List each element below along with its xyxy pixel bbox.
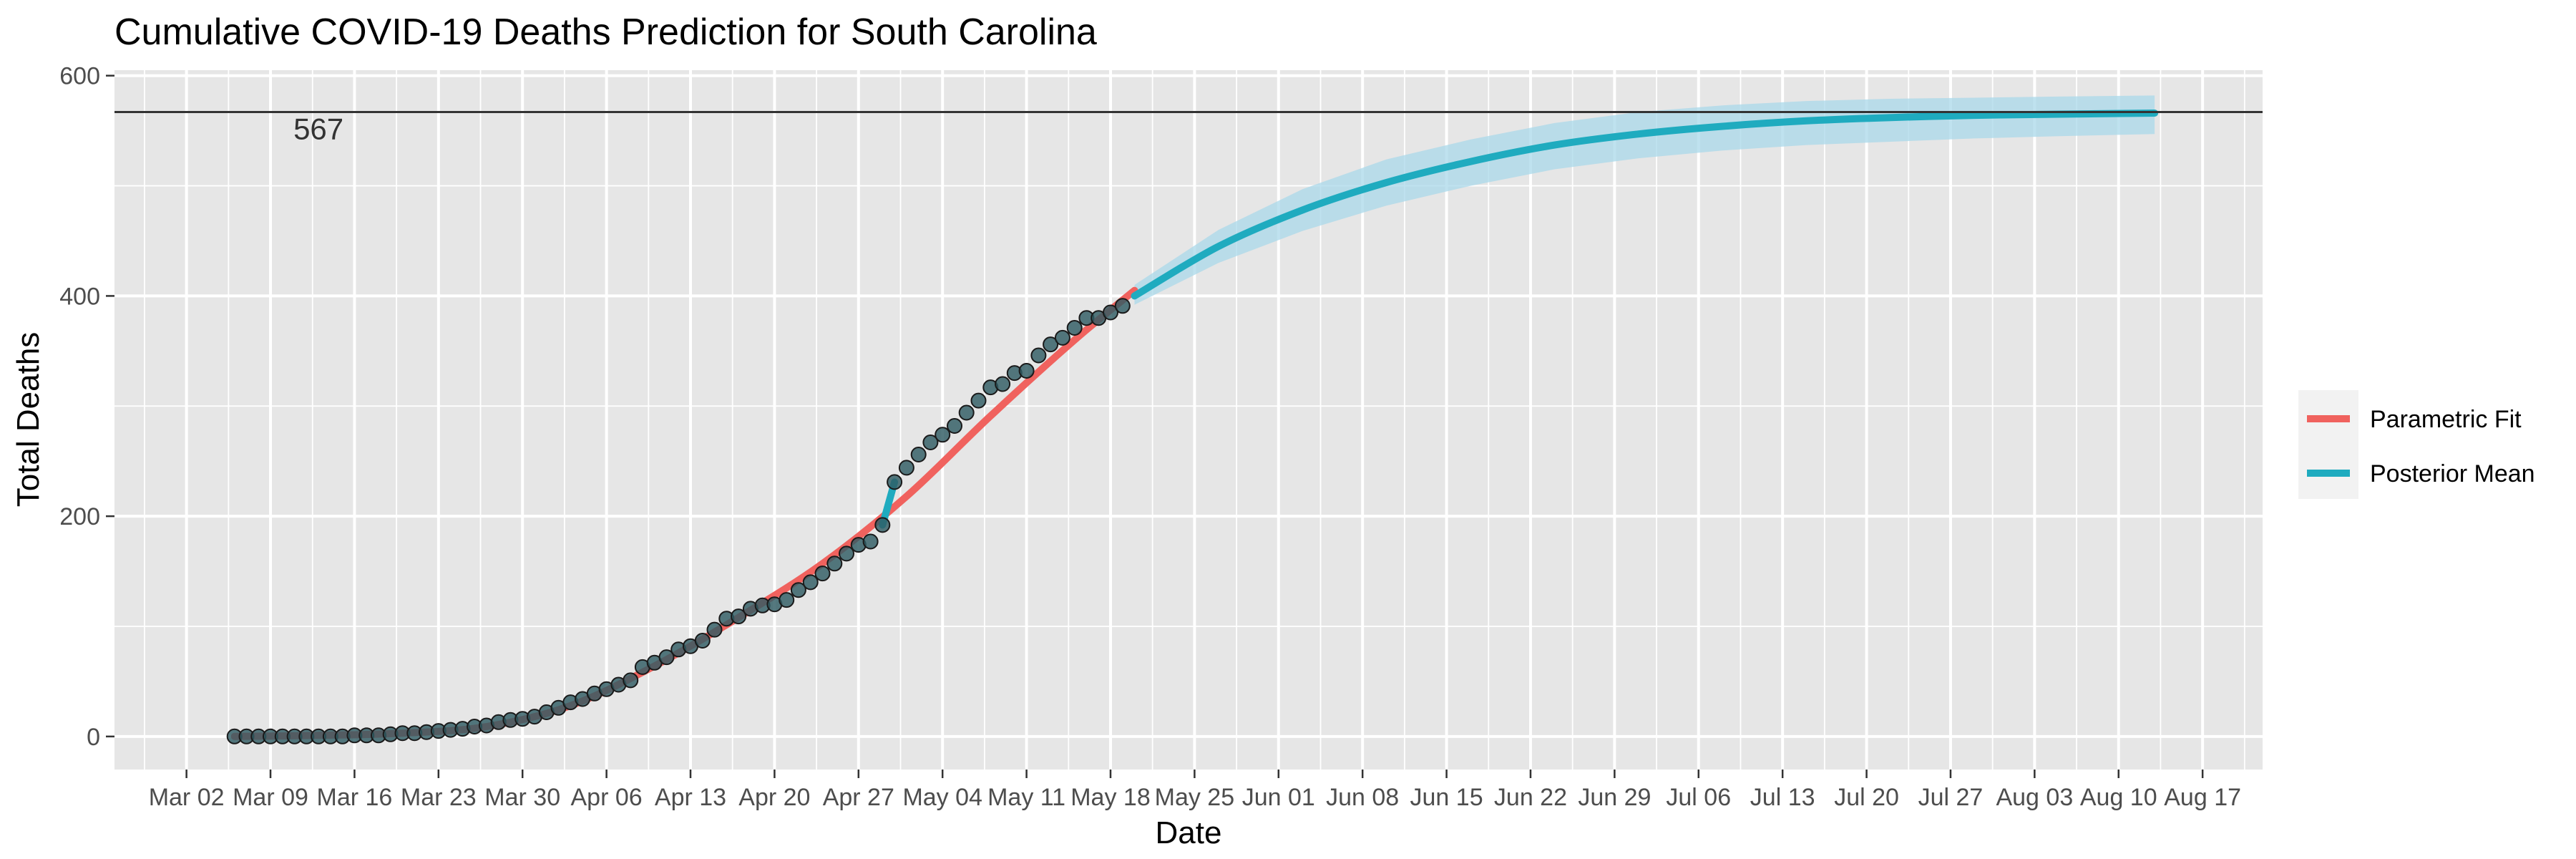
x-tick-label: Jun 08 [1326, 784, 1399, 811]
asymptote-layer: 567 [114, 110, 2263, 145]
legend-entry-label: Posterior Mean [2370, 460, 2535, 487]
observed-point [779, 592, 795, 608]
observed-point [995, 376, 1011, 392]
observed-point [694, 633, 711, 649]
legend-entry-label: Parametric Fit [2370, 406, 2522, 433]
observed-point [1054, 329, 1070, 346]
observed-point [623, 672, 639, 689]
x-tick-label: Aug 10 [2080, 784, 2157, 811]
x-tick-label: Jul 13 [1750, 784, 1815, 811]
x-tick-label: Aug 17 [2164, 784, 2241, 811]
observed-point [958, 404, 975, 421]
x-tick-label: Apr 20 [738, 784, 810, 811]
observed-point [1030, 347, 1047, 364]
x-tick-label: Mar 23 [401, 784, 477, 811]
observed-point [802, 574, 819, 591]
x-tick-label: Jul 27 [1918, 784, 1984, 811]
observed-point [887, 474, 903, 490]
observed-point [826, 555, 843, 572]
observed-point [1018, 363, 1035, 379]
chart-title: Cumulative COVID-19 Deaths Prediction fo… [114, 11, 1097, 53]
observed-point [862, 533, 879, 550]
observed-point [839, 545, 854, 562]
x-tick-label: Jun 29 [1578, 784, 1651, 811]
x-tick-label: Mar 30 [484, 784, 560, 811]
x-tick-label: Jul 06 [1666, 784, 1731, 811]
x-tick-label: Mar 09 [233, 784, 308, 811]
x-tick-label: Aug 03 [1996, 784, 2073, 811]
asymptote-label: 567 [293, 112, 343, 145]
observed-point [947, 418, 962, 434]
posterior-mean-line [1131, 110, 2159, 300]
grid-minor [114, 70, 2263, 770]
observed-point [922, 435, 939, 450]
legend: Parametric Fit Posterior Mean [2298, 390, 2535, 499]
observed-points-layer [226, 298, 1131, 744]
x-tick-label: Mar 02 [149, 784, 225, 811]
x-tick-label: Jun 01 [1242, 784, 1315, 811]
observed-point [706, 621, 723, 638]
observed-point [935, 427, 951, 443]
x-axis-label: Date [1156, 815, 1222, 850]
y-tick-label: 400 [59, 283, 100, 310]
x-tick-label: Apr 27 [823, 784, 894, 811]
x-tick-label: Jul 20 [1834, 784, 1899, 811]
x-tick-label: Apr 06 [571, 784, 643, 811]
observed-point [658, 649, 675, 666]
observed-point [910, 447, 927, 462]
observed-point [731, 608, 747, 625]
observed-point [790, 582, 806, 598]
x-tick-label: Mar 16 [317, 784, 393, 811]
x-tick-label: May 11 [987, 784, 1065, 811]
observed-point [1103, 304, 1118, 321]
x-axis: Mar 02 Mar 09 Mar 16 Mar 23 Mar 30 Apr 06 Apr … [149, 770, 2241, 811]
observed-point [1066, 320, 1083, 336]
y-tick-label: 0 [87, 724, 100, 751]
plot-panel [114, 70, 2263, 770]
observed-point [970, 392, 987, 409]
x-tick-label: Jun 15 [1410, 784, 1483, 811]
y-axis: 0 200 400 600 [59, 63, 114, 751]
observed-point [874, 517, 891, 533]
y-tick-label: 200 [59, 503, 100, 530]
y-axis-label: Total Deaths [11, 332, 46, 508]
grid-major [114, 70, 2263, 770]
x-tick-label: Apr 13 [655, 784, 726, 811]
x-tick-label: Jun 22 [1494, 784, 1567, 811]
x-tick-label: May 04 [902, 784, 982, 811]
x-tick-label: May 25 [1155, 784, 1235, 811]
observed-point [1114, 298, 1131, 314]
observed-point [1043, 336, 1059, 353]
observed-point [814, 566, 831, 582]
y-tick-label: 600 [59, 63, 100, 90]
observed-point [898, 460, 914, 476]
x-tick-label: May 18 [1070, 784, 1151, 811]
